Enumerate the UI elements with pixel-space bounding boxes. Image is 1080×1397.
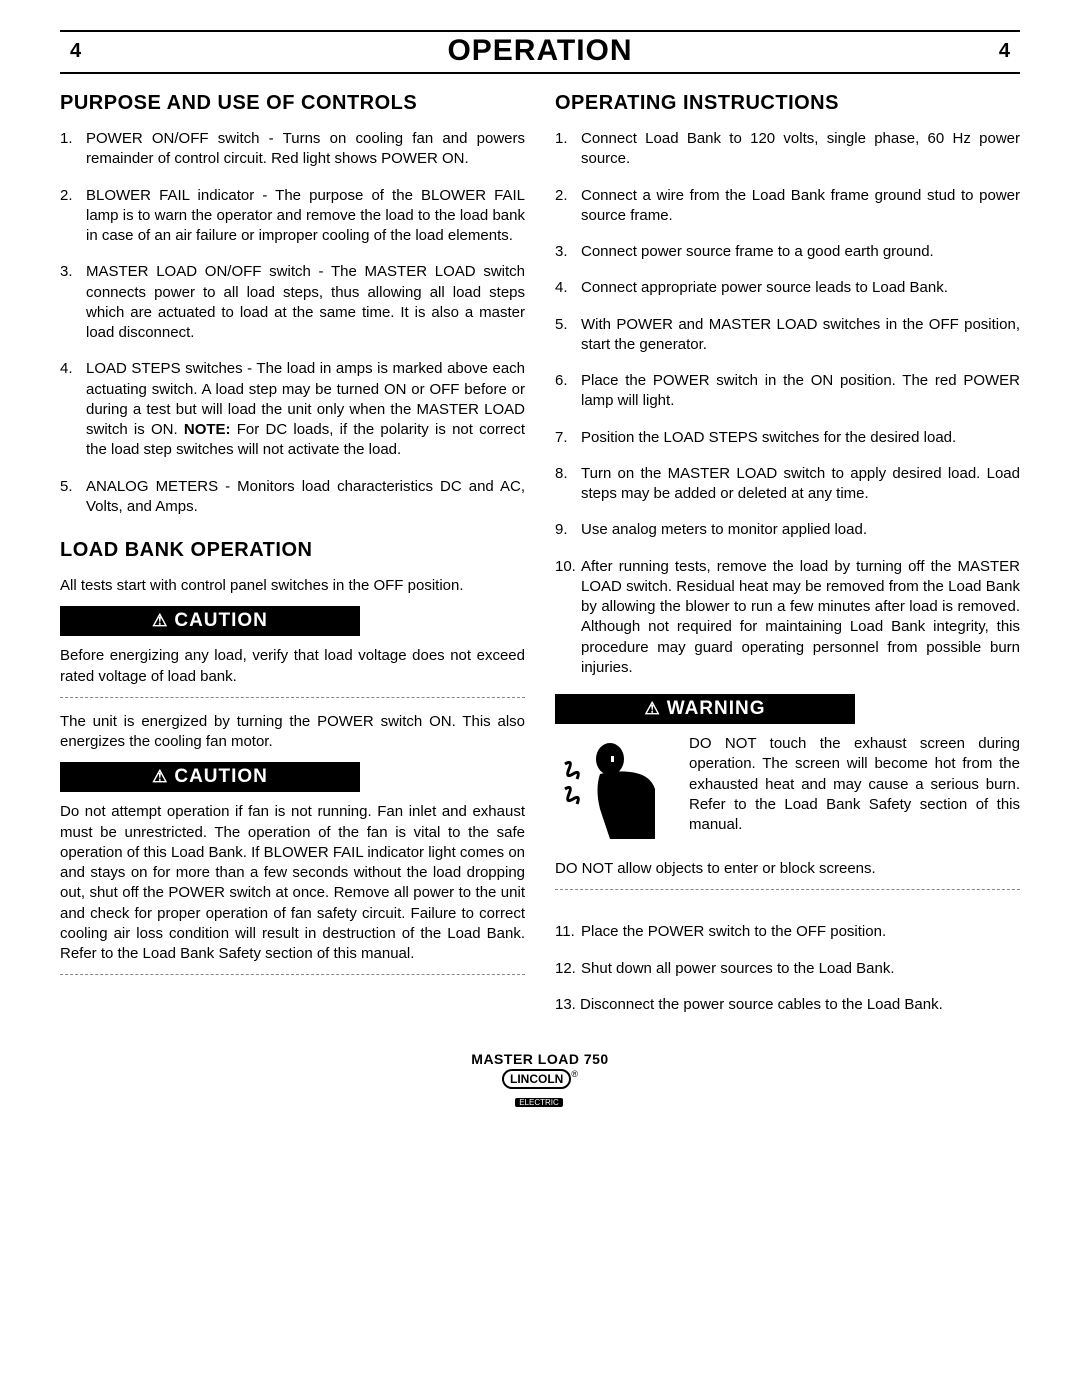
- left-column: PURPOSE AND USE OF CONTROLS 1.POWER ON/O…: [60, 92, 525, 1031]
- list-item: 11.Place the POWER switch to the OFF pos…: [555, 922, 1020, 942]
- page-header: 4 OPERATION 4: [60, 34, 1020, 74]
- warning-icon: ⚠: [644, 699, 660, 718]
- list-item: 6.Place the POWER switch in the ON posit…: [555, 371, 1020, 412]
- warning-box: ⚠ WARNING: [555, 694, 855, 724]
- item-text: MASTER LOAD ON/OFF switch - The MASTER L…: [86, 263, 525, 341]
- heading-operating: OPERATING INSTRUCTIONS: [555, 92, 1020, 115]
- item-text: BLOWER FAIL indicator - The purpose of t…: [86, 187, 525, 245]
- paragraph: Before energizing any load, verify that …: [60, 646, 525, 687]
- heading-load-bank: LOAD BANK OPERATION: [60, 539, 525, 562]
- item-text: With POWER and MASTER LOAD switches in t…: [581, 316, 1020, 353]
- list-item: 2.BLOWER FAIL indicator - The purpose of…: [60, 186, 525, 247]
- page-number-left: 4: [70, 40, 81, 63]
- divider: [60, 974, 525, 975]
- item-text: Use analog meters to monitor applied loa…: [581, 521, 867, 538]
- instructions-list-2: 11.Place the POWER switch to the OFF pos…: [555, 922, 1020, 979]
- caution-box: ⚠ CAUTION: [60, 606, 360, 636]
- warning-label: WARNING: [667, 698, 766, 719]
- item-text: POWER ON/OFF switch - Turns on cooling f…: [86, 130, 525, 167]
- footer-logo: LINCOLN® ELECTRIC: [60, 1069, 1020, 1107]
- caution-box: ⚠ CAUTION: [60, 762, 360, 792]
- paragraph: The unit is energized by turning the POW…: [60, 712, 525, 753]
- item-text: Connect Load Bank to 120 volts, single p…: [581, 130, 1020, 167]
- page-number-right: 4: [999, 40, 1010, 63]
- note-label: NOTE:: [184, 421, 231, 438]
- item-text: Position the LOAD STEPS switches for the…: [581, 429, 956, 446]
- item-text: Shut down all power sources to the Load …: [581, 960, 895, 977]
- footer-model: MASTER LOAD 750: [60, 1051, 1020, 1067]
- list-item: 2.Connect a wire from the Load Bank fram…: [555, 186, 1020, 227]
- hot-surface-icon: [555, 734, 675, 849]
- list-item: 7.Position the LOAD STEPS switches for t…: [555, 428, 1020, 448]
- paragraph: DO NOT allow objects to enter or block s…: [555, 859, 1020, 879]
- divider: [555, 889, 1020, 890]
- list-item: 12.Shut down all power sources to the Lo…: [555, 959, 1020, 979]
- item-text: Connect power source frame to a good ear…: [581, 243, 934, 260]
- paragraph: Do not attempt operation if fan is not r…: [60, 802, 525, 964]
- paragraph: 13. Disconnect the power source cables t…: [555, 995, 1020, 1015]
- item-text: Turn on the MASTER LOAD switch to apply …: [581, 465, 1020, 502]
- divider: [60, 697, 525, 698]
- item-text: ANALOG METERS - Monitors load characteri…: [86, 478, 525, 515]
- warning-text: DO NOT touch the exhaust screen during o…: [689, 734, 1020, 849]
- list-item: 5.ANALOG METERS - Monitors load characte…: [60, 477, 525, 518]
- instructions-list: 1.Connect Load Bank to 120 volts, single…: [555, 129, 1020, 678]
- item-text: Connect a wire from the Load Bank frame …: [581, 187, 1020, 224]
- page-footer: MASTER LOAD 750 LINCOLN® ELECTRIC: [60, 1051, 1020, 1107]
- item-text: After running tests, remove the load by …: [581, 558, 1020, 676]
- controls-list: 1.POWER ON/OFF switch - Turns on cooling…: [60, 129, 525, 517]
- paragraph: All tests start with control panel switc…: [60, 576, 525, 596]
- item-text: Connect appropriate power source leads t…: [581, 279, 948, 296]
- content-columns: PURPOSE AND USE OF CONTROLS 1.POWER ON/O…: [60, 92, 1020, 1031]
- caution-label: CAUTION: [174, 610, 268, 631]
- heading-purpose: PURPOSE AND USE OF CONTROLS: [60, 92, 525, 115]
- list-item: 4.Connect appropriate power source leads…: [555, 278, 1020, 298]
- list-item: 8.Turn on the MASTER LOAD switch to appl…: [555, 464, 1020, 505]
- item-text: Place the POWER switch in the ON positio…: [581, 372, 1020, 409]
- list-item: 1.POWER ON/OFF switch - Turns on cooling…: [60, 129, 525, 170]
- list-item: 10.After running tests, remove the load …: [555, 557, 1020, 679]
- page-title: OPERATION: [447, 34, 632, 68]
- list-item: 9.Use analog meters to monitor applied l…: [555, 520, 1020, 540]
- item-text: Place the POWER switch to the OFF positi…: [581, 923, 886, 940]
- list-item: 3.Connect power source frame to a good e…: [555, 242, 1020, 262]
- warning-icon: ⚠: [152, 767, 168, 786]
- right-column: OPERATING INSTRUCTIONS 1.Connect Load Ba…: [555, 92, 1020, 1031]
- warning-icon: ⚠: [152, 611, 168, 630]
- list-item: 4.LOAD STEPS switches - The load in amps…: [60, 359, 525, 460]
- list-item: 5.With POWER and MASTER LOAD switches in…: [555, 315, 1020, 356]
- brand-sub: ELECTRIC: [515, 1098, 563, 1107]
- warning-block: DO NOT touch the exhaust screen during o…: [555, 734, 1020, 849]
- caution-label: CAUTION: [174, 766, 268, 787]
- list-item: 3.MASTER LOAD ON/OFF switch - The MASTER…: [60, 262, 525, 343]
- list-item: 1.Connect Load Bank to 120 volts, single…: [555, 129, 1020, 170]
- brand-name: LINCOLN: [502, 1069, 571, 1089]
